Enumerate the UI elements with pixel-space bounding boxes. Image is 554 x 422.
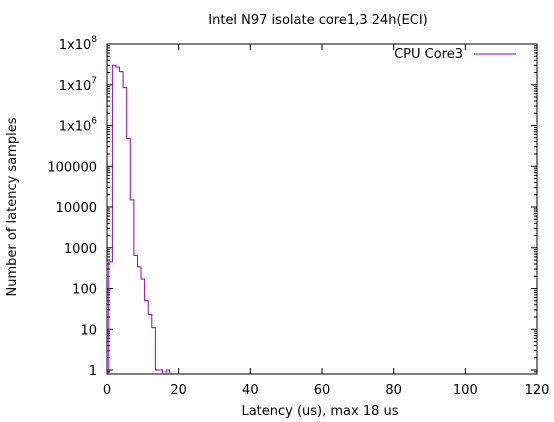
series-layer (108, 64, 171, 374)
y-tick-label: 100000 (47, 160, 97, 175)
plot-frame (106, 43, 538, 375)
legend: CPU Core3 (394, 47, 516, 62)
legend-entry-label: CPU Core3 (394, 47, 463, 62)
y-tick-label: 100 (72, 283, 97, 298)
y-tick-label: 1x106 (59, 117, 98, 135)
x-tick-label: 20 (170, 383, 187, 398)
x-tick-label: 0 (103, 383, 111, 398)
x-tick-label: 60 (314, 383, 331, 398)
y-tick-label: 1000 (64, 242, 97, 257)
y-tick-label: 10 (80, 323, 97, 338)
series-line-cpu-core3 (108, 64, 164, 374)
x-tick-label: 120 (525, 383, 550, 398)
y-tick-label: 1x107 (59, 76, 97, 94)
x-axis-label: Latency (us), max 18 us (241, 404, 398, 419)
series-line-cpu-core3 (165, 369, 171, 374)
x-tick-label: 40 (242, 383, 259, 398)
y-axis-ticks: 1 10 100 1000 10000 100000 1x106 1x107 1x108 (47, 35, 537, 379)
y-axis-label: Number of latency samples (5, 117, 20, 296)
x-axis-ticks: 0 20 40 60 80 100 120 (103, 44, 550, 398)
y-tick-label: 1x108 (59, 35, 98, 53)
x-tick-label: 100 (453, 383, 478, 398)
chart-title: Intel N97 isolate core1,3 24h(ECI) (208, 13, 427, 28)
x-tick-label: 80 (385, 383, 402, 398)
plot-border (106, 43, 538, 375)
y-tick-label: 1 (89, 364, 97, 379)
y-tick-label: 10000 (56, 201, 97, 216)
